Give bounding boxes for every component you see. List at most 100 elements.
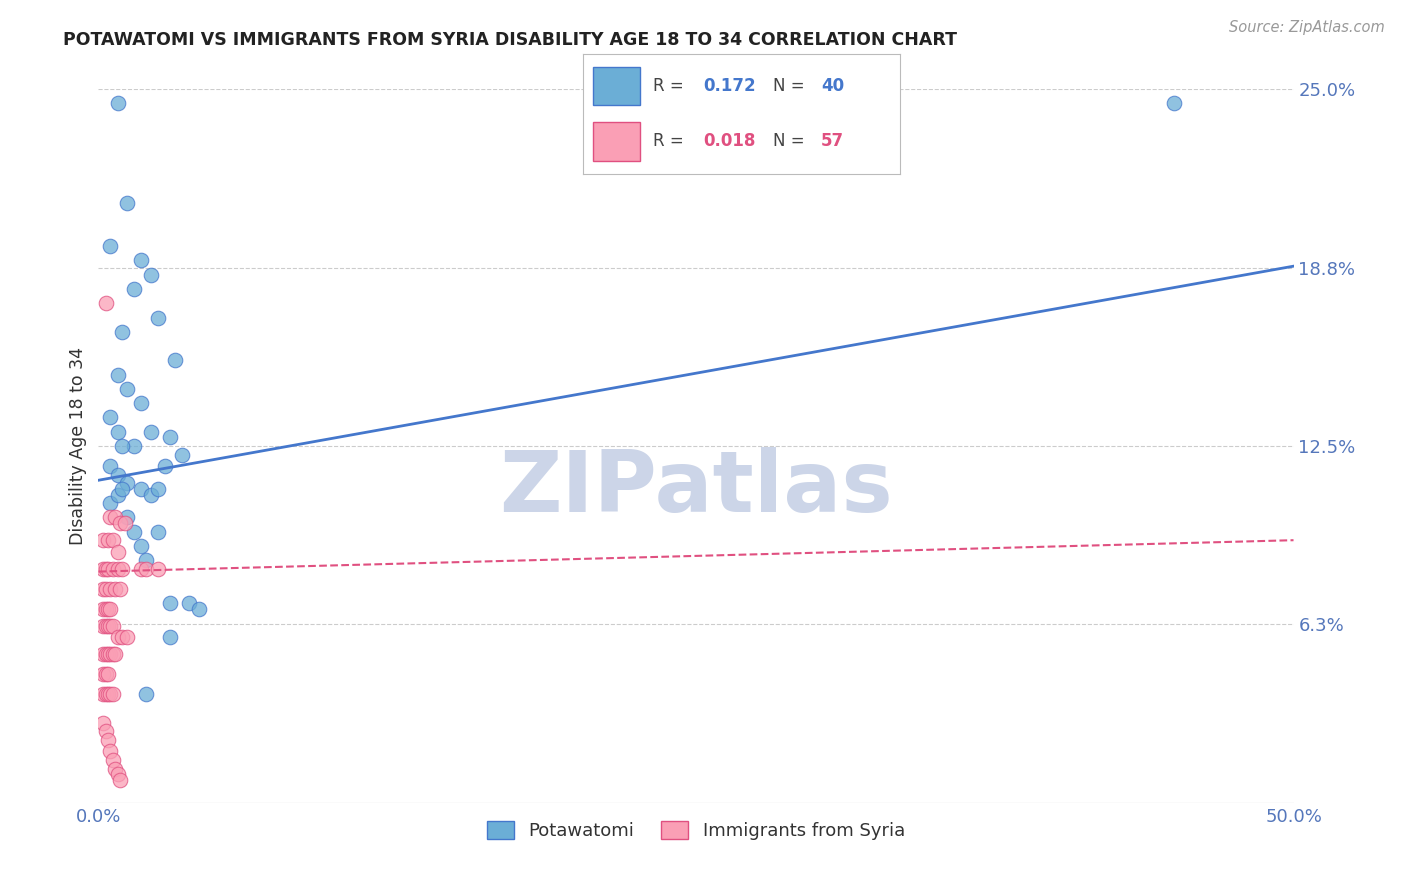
Point: [91, 601, 114, 615]
Point: [135, 562, 157, 576]
Point: [111, 562, 134, 576]
Point: [115, 630, 138, 644]
Point: [98, 239, 122, 253]
Point: [98, 601, 122, 615]
Point: [94, 619, 117, 633]
Point: [148, 482, 170, 496]
Point: [98, 648, 122, 662]
Point: [107, 630, 129, 644]
Text: ZIPatlas: ZIPatlas: [499, 447, 893, 531]
Point: [98, 582, 122, 596]
Text: N =: N =: [773, 77, 810, 95]
Point: [111, 630, 134, 644]
Point: [94, 687, 117, 701]
Point: [97, 562, 120, 576]
Point: [135, 687, 157, 701]
Point: [107, 767, 129, 781]
Point: [107, 544, 129, 558]
Point: [148, 562, 170, 576]
Point: [91, 715, 114, 730]
Point: [111, 325, 134, 339]
Text: 40: 40: [821, 77, 844, 95]
Point: [139, 268, 162, 282]
Point: [94, 601, 117, 615]
Point: [101, 753, 124, 767]
Text: R =: R =: [652, 132, 689, 151]
Point: [107, 467, 129, 482]
Point: [159, 596, 181, 610]
Point: [159, 430, 181, 444]
Point: [107, 487, 129, 501]
Point: [159, 630, 181, 644]
Point: [97, 533, 120, 548]
Point: [104, 582, 127, 596]
Point: [91, 533, 114, 548]
Point: [101, 533, 124, 548]
Point: [97, 733, 120, 747]
Point: [91, 648, 114, 662]
Text: N =: N =: [773, 132, 810, 151]
Point: [97, 667, 120, 681]
Point: [91, 619, 114, 633]
Point: [94, 296, 117, 310]
Text: R =: R =: [652, 77, 689, 95]
Point: [91, 582, 114, 596]
Point: [107, 562, 129, 576]
Point: [108, 772, 131, 787]
Point: [179, 596, 201, 610]
Point: [94, 724, 117, 739]
Text: Source: ZipAtlas.com: Source: ZipAtlas.com: [1229, 20, 1385, 35]
Point: [131, 253, 153, 268]
Point: [114, 516, 136, 530]
Point: [91, 687, 114, 701]
Point: [131, 482, 153, 496]
Point: [115, 510, 138, 524]
Point: [97, 687, 120, 701]
Text: 57: 57: [821, 132, 844, 151]
Point: [104, 762, 127, 776]
Point: [131, 562, 153, 576]
Text: 0.018: 0.018: [704, 132, 756, 151]
Point: [108, 582, 131, 596]
Point: [101, 562, 124, 576]
Point: [98, 458, 122, 473]
Point: [172, 448, 194, 462]
Point: [115, 196, 138, 211]
Point: [139, 425, 162, 439]
Point: [124, 524, 146, 539]
Text: POTAWATOMI VS IMMIGRANTS FROM SYRIA DISABILITY AGE 18 TO 34 CORRELATION CHART: POTAWATOMI VS IMMIGRANTS FROM SYRIA DISA…: [63, 31, 957, 49]
Point: [139, 487, 162, 501]
Point: [104, 648, 127, 662]
Point: [101, 687, 124, 701]
Point: [94, 582, 117, 596]
Point: [111, 439, 134, 453]
Point: [111, 482, 134, 496]
Point: [94, 648, 117, 662]
Point: [131, 539, 153, 553]
Point: [98, 410, 122, 425]
Point: [135, 553, 157, 567]
Point: [98, 687, 122, 701]
Text: 0.172: 0.172: [704, 77, 756, 95]
Point: [98, 619, 122, 633]
Point: [91, 562, 114, 576]
Y-axis label: Disability Age 18 to 34: Disability Age 18 to 34: [69, 347, 87, 545]
Point: [115, 476, 138, 491]
Point: [124, 439, 146, 453]
FancyBboxPatch shape: [593, 122, 641, 161]
Point: [104, 510, 127, 524]
Point: [98, 510, 122, 524]
Point: [101, 619, 124, 633]
Point: [97, 648, 120, 662]
Point: [108, 516, 131, 530]
Point: [98, 744, 122, 758]
Legend: Potawatomi, Immigrants from Syria: Potawatomi, Immigrants from Syria: [479, 814, 912, 847]
Point: [148, 524, 170, 539]
Point: [124, 282, 146, 296]
Point: [98, 496, 122, 510]
Point: [187, 601, 209, 615]
Point: [107, 96, 129, 111]
Point: [131, 396, 153, 410]
Point: [148, 310, 170, 325]
Point: [97, 619, 120, 633]
